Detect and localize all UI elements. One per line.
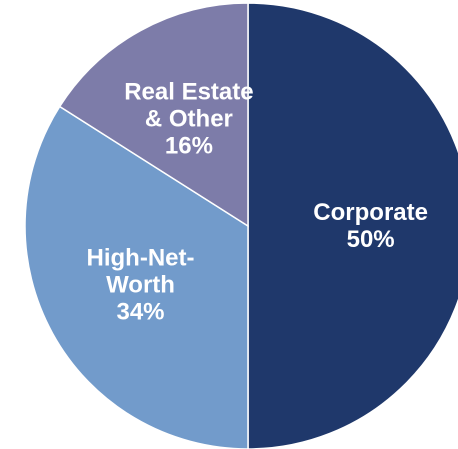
pie-slice: [247, 2, 458, 449]
slice-label: High-Net-Worth 34%: [76, 245, 206, 326]
pie-slice: [58, 2, 249, 228]
slice-value: 34%: [116, 298, 165, 326]
pie-slice: [24, 105, 249, 449]
slice-name: Real Estate & Other: [124, 78, 254, 133]
slice-label: Real Estate & Other 16%: [124, 78, 254, 159]
slice-label: Corporate 50%: [306, 199, 436, 253]
slice-value: 16%: [164, 132, 213, 160]
slice-value: 50%: [346, 226, 395, 253]
slice-name: Corporate: [313, 199, 428, 226]
slice-name: High-Net-Worth: [86, 244, 195, 299]
